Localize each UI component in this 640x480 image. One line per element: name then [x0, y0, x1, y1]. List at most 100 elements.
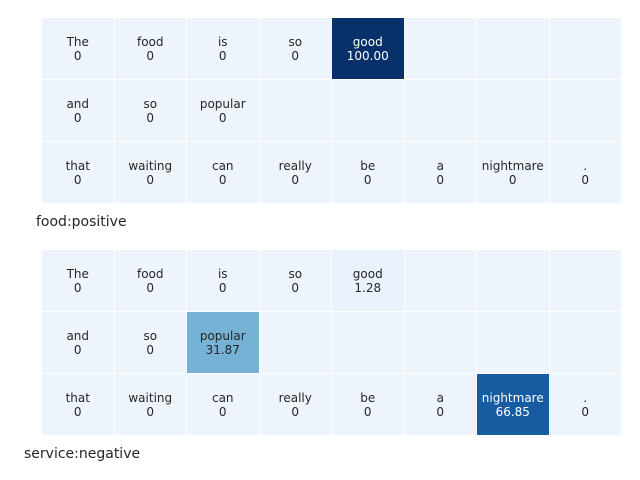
cell-value: 0 — [291, 280, 300, 295]
cell-token: so — [288, 266, 303, 281]
cell-token: so — [143, 328, 158, 343]
heatmap-cell: The 0 — [42, 18, 115, 80]
cell-value: 1.28 — [354, 280, 382, 295]
heatmap-cell — [404, 80, 477, 142]
cell-value: 0 — [73, 404, 82, 419]
heatmap-cell — [477, 18, 550, 80]
heatmap-cell: waiting 0 — [114, 142, 187, 204]
heatmap-cell — [404, 250, 477, 312]
heatmap-cell: waiting 0 — [114, 374, 187, 436]
cell-token: waiting — [128, 158, 173, 173]
cell-token: waiting — [128, 390, 173, 405]
heatmap-cell — [332, 312, 405, 374]
cell-value: 0 — [363, 404, 372, 419]
heatmap-cell: so 0 — [114, 312, 187, 374]
cell-token: be — [360, 390, 376, 405]
cell-token: popular — [199, 96, 246, 111]
cell-token: nightmare — [481, 390, 544, 405]
heatmap-cell: The 0 — [42, 250, 115, 312]
cell-value: 0 — [581, 404, 590, 419]
cell-token: popular — [199, 328, 246, 343]
attention-heatmap-food-positive: The 0 food 0 is 0 so 0 good 100.00 and 0 so 0 popular 0… — [42, 18, 622, 204]
cell-value: 0 — [291, 172, 300, 187]
cell-token: good — [352, 34, 383, 49]
cell-value: 0 — [508, 172, 517, 187]
cell-value: 0 — [218, 404, 227, 419]
cell-token: food — [136, 34, 164, 49]
heatmap-cell — [259, 312, 332, 374]
heatmap-cell: so 0 — [259, 250, 332, 312]
cell-token: that — [65, 158, 90, 173]
heatmap-cell: be 0 — [332, 374, 405, 436]
cell-token: The — [66, 34, 89, 49]
cell-token: a — [436, 158, 444, 173]
cell-value: 0 — [291, 48, 300, 63]
cell-value: 0 — [73, 110, 82, 125]
heatmap-cell: can 0 — [187, 142, 260, 204]
cell-value: 0 — [218, 110, 227, 125]
heatmap-cell: be 0 — [332, 142, 405, 204]
cell-token: . — [583, 390, 588, 405]
cell-value: 0 — [218, 280, 227, 295]
heatmap-cell — [549, 18, 622, 80]
heatmap-cell — [332, 80, 405, 142]
cell-value: 31.87 — [205, 342, 240, 357]
cell-token: . — [583, 158, 588, 173]
attention-heatmap-service-negative: The 0 food 0 is 0 so 0 good 1.28 and 0 so 0 popular 31.… — [42, 250, 622, 436]
cell-value: 0 — [146, 342, 155, 357]
heatmap-caption: food:positive — [36, 214, 127, 230]
heatmap-cell: good 100.00 — [332, 18, 405, 80]
heatmap-cell: and 0 — [42, 80, 115, 142]
heatmap-cell — [549, 250, 622, 312]
cell-value: 0 — [146, 172, 155, 187]
heatmap-cell: can 0 — [187, 374, 260, 436]
heatmap-grid: The 0 food 0 is 0 so 0 good 100.00 and 0 so 0 popular 0… — [42, 18, 622, 204]
heatmap-cell: popular 0 — [187, 80, 260, 142]
heatmap-cell: that 0 — [42, 374, 115, 436]
cell-token: nightmare — [481, 158, 544, 173]
cell-value: 0 — [73, 280, 82, 295]
heatmap-cell: food 0 — [114, 18, 187, 80]
cell-value: 66.85 — [495, 404, 530, 419]
heatmap-cell — [404, 18, 477, 80]
cell-value: 0 — [291, 404, 300, 419]
heatmap-cell — [477, 250, 550, 312]
cell-value: 100.00 — [346, 48, 389, 63]
cell-value: 0 — [436, 172, 445, 187]
heatmap-cell: is 0 — [187, 18, 260, 80]
heatmap-cell: really 0 — [259, 142, 332, 204]
heatmap-cell — [477, 312, 550, 374]
heatmap-cell: so 0 — [259, 18, 332, 80]
heatmap-cell — [549, 312, 622, 374]
heatmap-cell: .0 — [549, 142, 622, 204]
cell-token: and — [66, 96, 90, 111]
cell-value: 0 — [146, 404, 155, 419]
cell-token: is — [217, 266, 228, 281]
cell-token: that — [65, 390, 90, 405]
cell-value: 0 — [436, 404, 445, 419]
cell-value: 0 — [146, 48, 155, 63]
heatmap-cell: popular 31.87 — [187, 312, 260, 374]
cell-token: so — [143, 96, 158, 111]
cell-value: 0 — [73, 172, 82, 187]
heatmap-cell: is 0 — [187, 250, 260, 312]
cell-value: 0 — [218, 172, 227, 187]
cell-value: 0 — [146, 280, 155, 295]
heatmap-cell: food 0 — [114, 250, 187, 312]
cell-token: a — [436, 390, 444, 405]
cell-token: really — [278, 390, 312, 405]
heatmap-grid: The 0 food 0 is 0 so 0 good 1.28 and 0 so 0 popular 31.… — [42, 250, 622, 436]
heatmap-cell: nightmare 0 — [477, 142, 550, 204]
cell-token: is — [217, 34, 228, 49]
cell-token: really — [278, 158, 312, 173]
cell-token: good — [352, 266, 383, 281]
heatmap-cell: good 1.28 — [332, 250, 405, 312]
cell-value: 0 — [73, 48, 82, 63]
heatmap-cell — [477, 80, 550, 142]
cell-value: 0 — [218, 48, 227, 63]
heatmap-cell — [259, 80, 332, 142]
heatmap-cell: and 0 — [42, 312, 115, 374]
cell-token: The — [66, 266, 89, 281]
